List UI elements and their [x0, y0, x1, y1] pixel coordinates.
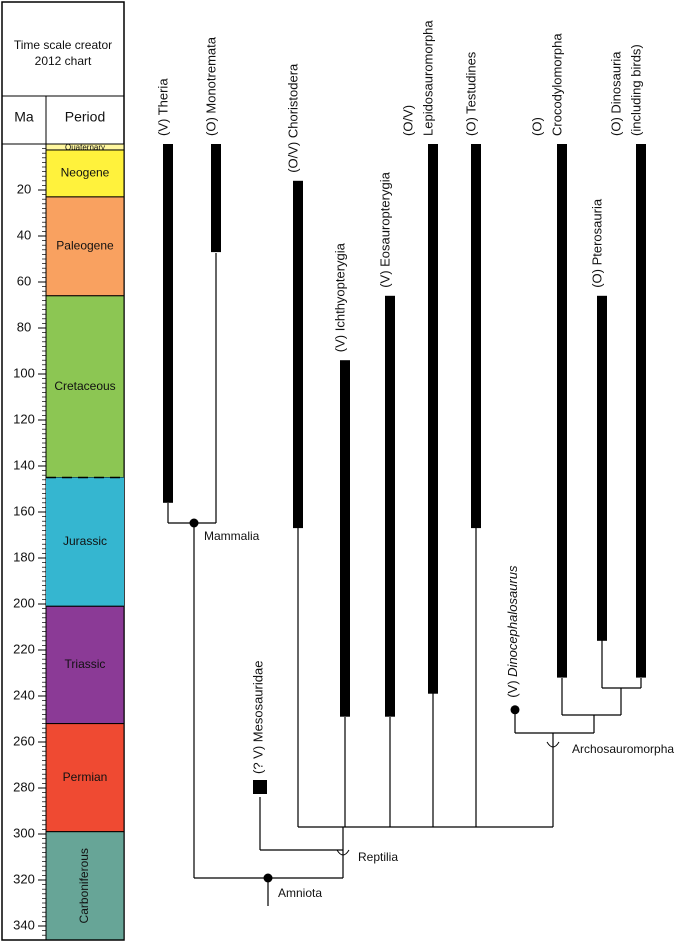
tree-lines — [167, 253, 642, 906]
clade-tick — [546, 741, 560, 748]
fossil-point — [253, 780, 267, 794]
range-bar — [471, 144, 481, 529]
ma-tick-label: 240 — [13, 687, 35, 702]
ma-header: Ma — [14, 109, 34, 125]
taxon-name: Dinocephalosaurus — [505, 565, 520, 677]
node — [189, 518, 199, 528]
header-title: Time scale creator — [14, 38, 112, 52]
range-bar — [340, 360, 350, 717]
range-bar — [428, 144, 438, 694]
ma-tick-label: 20 — [17, 181, 31, 196]
taxon-label: (O/V) — [400, 105, 415, 136]
ma-tick-label: 320 — [13, 871, 35, 886]
taxon-label: (? V) Mesosauridae — [250, 661, 265, 774]
period-label: Triassic — [65, 657, 106, 671]
ma-tick-label: 200 — [13, 595, 35, 610]
ma-tick-label: 180 — [13, 549, 35, 564]
taxon-label: (V) Ichthyopterygia — [332, 242, 347, 352]
range-bar — [597, 295, 607, 641]
ma-tick-label: 40 — [17, 227, 31, 242]
taxon-label: (V) Dinocephalosaurus — [505, 565, 520, 698]
taxon-label: (including birds) — [628, 44, 643, 136]
taxon-label: (O) — [529, 117, 544, 136]
range-bar — [163, 144, 173, 503]
ma-tick-label: 60 — [17, 273, 31, 288]
node — [263, 873, 273, 883]
range-bar — [211, 144, 221, 253]
period-label: Quaternary — [65, 143, 105, 152]
taxon-label: (O/V) Choristodera — [285, 63, 300, 173]
clade-label: Reptilia — [358, 850, 398, 864]
taxon-label: (O) Testudines — [463, 51, 478, 136]
clade-label: Archosauromorpha — [572, 742, 674, 756]
ma-tick-label: 100 — [13, 365, 35, 380]
clade-tick — [336, 849, 350, 856]
taxon-label: Crocodylomorpha — [549, 33, 564, 136]
period-header: Period — [65, 109, 105, 125]
taxon-label: (O) Monotremata — [203, 36, 218, 136]
period-band — [45, 831, 125, 941]
period-label: Paleogene — [56, 239, 114, 253]
taxon-label: (V) Eosauropterygia — [377, 171, 392, 287]
range-bar — [636, 144, 646, 678]
taxon-label: (V) Theria — [155, 78, 170, 136]
period-band — [45, 723, 125, 833]
ma-tick-label: 160 — [13, 503, 35, 518]
ma-tick-label: 140 — [13, 457, 35, 472]
range-bar — [293, 180, 303, 529]
period-band — [46, 477, 124, 607]
taxon-label: (O) Dinosauria — [608, 51, 623, 136]
ma-tick-label: 120 — [13, 411, 35, 426]
period-band — [45, 295, 125, 478]
clade-label: Mammalia — [204, 529, 260, 543]
range-bar — [385, 295, 395, 717]
ma-tick-label: 280 — [13, 779, 35, 794]
range-bar — [557, 144, 567, 678]
period-label: Cretaceous — [54, 379, 115, 393]
period-label: Permian — [63, 770, 108, 784]
taxon-prefix: (V) — [505, 680, 520, 697]
period-label: Carboniferous — [77, 848, 91, 923]
ma-tick-label: 300 — [13, 825, 35, 840]
fossil-point — [510, 705, 520, 715]
ma-tick-label: 220 — [13, 641, 35, 656]
period-band — [45, 605, 125, 725]
taxon-label: Lepidosauromorpha — [420, 20, 435, 136]
clade-label: Amniota — [278, 886, 322, 900]
period-label: Neogene — [61, 166, 110, 180]
ma-tick-label: 80 — [17, 319, 31, 334]
ma-tick-label: 340 — [13, 917, 35, 932]
header-title: 2012 chart — [35, 54, 92, 68]
ma-tick-label: 260 — [13, 733, 35, 748]
taxon-label: (O) Pterosauria — [589, 198, 604, 288]
period-band — [45, 149, 125, 198]
period-label: Jurassic — [63, 534, 107, 548]
